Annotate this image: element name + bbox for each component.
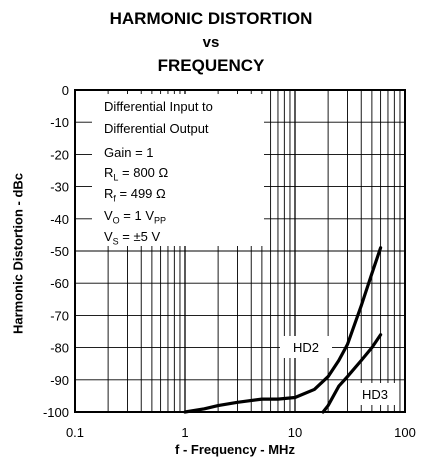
y-tick-label: -30 <box>50 180 69 195</box>
conditions-rl: RL = 800 Ω <box>104 165 169 183</box>
series-labels: HD2 HD3 <box>280 336 398 405</box>
chart-title-line2: vs <box>202 34 220 51</box>
x-tick-label: 1 <box>181 425 188 440</box>
y-axis-label: Harmonic Distortion - dBc <box>10 172 26 335</box>
x-tick-label: 100 <box>394 425 416 440</box>
conditions-vs: VS = ±5 V <box>104 229 161 247</box>
y-tick-label: -70 <box>50 308 69 323</box>
series-label-hd3: HD3 <box>362 387 388 402</box>
y-tick-label: -90 <box>50 373 69 388</box>
conditions-box <box>92 94 264 246</box>
series-layer <box>183 246 383 414</box>
plot-frame <box>74 89 406 413</box>
series-label-background <box>352 383 398 405</box>
y-tick-label: -100 <box>43 405 69 420</box>
series-label-background <box>280 336 332 358</box>
chart-title-line1: HARMONIC DISTORTION <box>109 9 313 28</box>
conditions-line-1: Differential Input to <box>104 99 213 114</box>
y-tick-label: -60 <box>50 276 69 291</box>
conditions-box-background <box>92 94 264 246</box>
tick-labels: 0 -10 -20 -30 -40 -50 -60 -70 -80 -90 -100 0.1 1 10 10… <box>43 83 416 440</box>
series-line-hd2 <box>183 246 383 414</box>
x-tick-label: 10 <box>288 425 302 440</box>
x-axis-label: f - Frequency - MHz <box>175 442 295 457</box>
y-tick-label: -50 <box>50 244 69 259</box>
series-label-hd2: HD2 <box>293 340 319 355</box>
conditions-line-2: Differential Output <box>104 121 209 136</box>
y-tick-label: -40 <box>50 212 69 227</box>
y-tick-label: -10 <box>50 115 69 130</box>
series-line-hd3 <box>321 333 383 414</box>
y-tick-label: 0 <box>62 83 69 98</box>
y-tick-label: -20 <box>50 147 69 162</box>
conditions-rf: Rf = 499 Ω <box>104 186 166 204</box>
x-tick-label: 0.1 <box>66 425 84 440</box>
conditions-vo: VO = 1 VPP <box>104 208 167 226</box>
chart-title-line3: FREQUENCY <box>157 56 265 75</box>
y-tick-label: -80 <box>50 341 69 356</box>
conditions-gain: Gain = 1 <box>104 145 154 160</box>
